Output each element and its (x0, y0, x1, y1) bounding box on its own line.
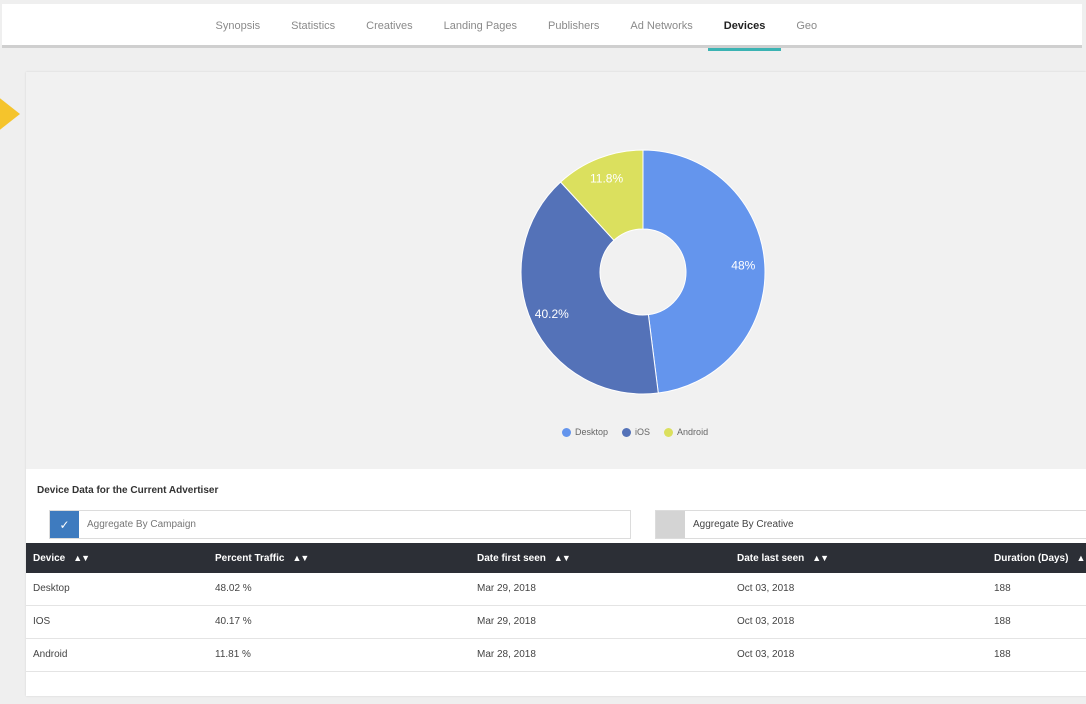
section-title: Device Data for the Current Advertiser (37, 485, 219, 496)
cell-date-last-seen: Oct 03, 2018 (737, 649, 795, 660)
slice-ios[interactable] (520, 181, 659, 395)
slice-label-ios: 40.2% (535, 307, 569, 321)
cell-duration: 188 (994, 583, 1011, 594)
column-header-duration[interactable]: Duration (Days) ▲▼ (994, 543, 1086, 573)
cell-duration: 188 (994, 616, 1011, 627)
tab-devices[interactable]: Devices (708, 4, 781, 51)
checkbox-unchecked-icon[interactable] (656, 511, 685, 538)
slice-label-desktop: 48% (731, 259, 755, 273)
table-row[interactable]: Desktop 48.02 % Mar 29, 2018 Oct 03, 201… (26, 573, 1086, 606)
cell-device: Desktop (33, 583, 70, 594)
column-header-device[interactable]: Device ▲▼ (33, 543, 90, 573)
cell-duration: 188 (994, 649, 1011, 660)
tab-geo[interactable]: Geo (796, 20, 818, 32)
slice-android[interactable] (559, 149, 644, 241)
cell-date-last-seen: Oct 03, 2018 (737, 583, 795, 594)
slice-desktop[interactable] (642, 149, 766, 394)
cell-percent-traffic: 40.17 % (215, 616, 252, 627)
tab-landing-pages[interactable]: Landing Pages (443, 20, 518, 32)
sort-icon[interactable]: ▲▼ (812, 553, 829, 563)
cell-date-first-seen: Mar 29, 2018 (477, 583, 536, 594)
aggregate-by-creative-toggle[interactable]: Aggregate By Creative (655, 510, 1086, 539)
checkbox-checked-icon[interactable]: ✓ (50, 511, 79, 538)
device-donut-chart: 48% 40.2% 11.8% (520, 149, 766, 395)
sort-icon[interactable]: ▲▼ (292, 553, 309, 563)
legend-dot-icon (664, 427, 674, 437)
sort-icon[interactable]: ▲▼ (1076, 553, 1086, 563)
legend-item-desktop[interactable]: Desktop (562, 427, 608, 437)
cell-device: Android (33, 649, 68, 660)
legend-item-ios[interactable]: iOS (622, 427, 650, 437)
cell-percent-traffic: 11.81 % (215, 649, 251, 660)
column-header-date-last-seen[interactable]: Date last seen ▲▼ (737, 543, 829, 573)
table-row[interactable]: Android 11.81 % Mar 28, 2018 Oct 03, 201… (26, 639, 1086, 672)
column-label: Date last seen (737, 553, 805, 564)
sort-icon[interactable]: ▲▼ (553, 553, 571, 563)
tab-creatives[interactable]: Creatives (366, 20, 413, 32)
cell-device: IOS (33, 616, 51, 627)
chart-panel: 48% 40.2% 11.8% Desktop iOS Android (26, 72, 1086, 469)
column-label: Percent Traffic (215, 553, 285, 564)
legend-item-android[interactable]: Android (664, 427, 708, 437)
tab-statistics[interactable]: Statistics (291, 20, 336, 32)
sort-icon[interactable]: ▲▼ (73, 553, 90, 563)
chart-legend: Desktop iOS Android (562, 427, 708, 437)
cell-date-last-seen: Oct 03, 2018 (737, 616, 795, 627)
top-tab-bar: Synopsis Statistics Creatives Landing Pa… (2, 4, 1082, 51)
column-header-date-first-seen[interactable]: Date first seen ▲▼ (477, 543, 571, 573)
column-label: Device (33, 553, 66, 564)
devices-card: 48% 40.2% 11.8% Desktop iOS Android Device… (26, 72, 1086, 696)
legend-label: Desktop (575, 427, 609, 437)
column-label: Duration (Days) (994, 553, 1069, 564)
table-header: Device ▲▼ Percent Traffic ▲▼ Date first se… (26, 543, 1086, 573)
cell-percent-traffic: 48.02 % (215, 583, 252, 594)
cell-date-first-seen: Mar 28, 2018 (477, 649, 536, 660)
cell-date-first-seen: Mar 29, 2018 (477, 616, 536, 627)
legend-label: iOS (635, 427, 651, 437)
slice-label-android: 11.8% (590, 171, 623, 185)
column-header-percent-traffic[interactable]: Percent Traffic ▲▼ (215, 543, 309, 573)
table-row[interactable]: IOS 40.17 % Mar 29, 2018 Oct 03, 2018 18… (26, 606, 1086, 639)
legend-dot-icon (622, 427, 632, 437)
legend-label: Android (677, 427, 709, 437)
legend-dot-icon (562, 427, 571, 437)
tab-ad-networks[interactable]: Ad Networks (630, 20, 693, 32)
tab-publishers[interactable]: Publishers (548, 20, 600, 32)
aggregate-creative-label: Aggregate By Creative (693, 519, 794, 530)
tab-list: Synopsis Statistics Creatives Landing Pa… (200, 4, 833, 51)
column-label: Date first seen (477, 553, 546, 564)
aggregate-by-campaign-toggle[interactable]: ✓ Aggregate By Campaign (49, 510, 631, 539)
accent-arrow-icon (0, 92, 20, 136)
aggregate-campaign-label: Aggregate By Campaign (87, 519, 196, 530)
tab-synopsis[interactable]: Synopsis (215, 20, 261, 32)
